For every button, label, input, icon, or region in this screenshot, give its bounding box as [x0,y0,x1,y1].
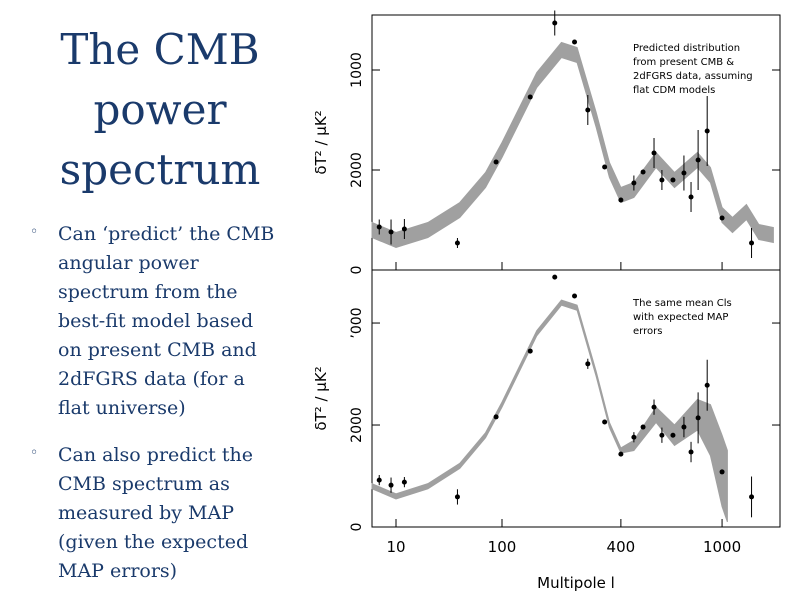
data-point [695,157,701,163]
slide-title: power [93,85,227,134]
y-tick-label: 2000 [349,407,365,443]
data-point [704,128,710,134]
data-point [602,164,608,170]
data-point [695,415,701,421]
data-point [681,170,687,176]
x-tick-label: 10 [386,538,405,556]
annotation: errors [633,326,662,337]
annotation: flat CDM models [633,85,715,96]
data-point [527,348,533,354]
slide-title: spectrum [60,145,261,194]
x-tick-label: 100 [488,538,517,556]
data-point [388,482,394,488]
x-axis-label: Multipole l [537,574,615,592]
data-point [749,494,755,500]
bullet-text: measured by MAP [58,502,234,524]
annotation: 2dFGRS data, assuming [633,71,753,82]
bullet-text: Can ‘predict’ the CMB [58,223,274,245]
data-point [618,197,624,203]
y-tick-label: 0 [349,523,365,532]
data-point [493,414,499,420]
data-point [572,293,578,299]
data-point [401,479,407,485]
data-point [376,224,382,230]
annotation: from present CMB & [633,57,734,68]
data-point [454,494,460,500]
slide-title: The CMB [60,25,259,74]
data-point [388,229,394,235]
data-point [659,432,665,438]
data-point [640,169,646,175]
data-point [719,469,725,475]
plot-frame [371,269,781,528]
bullet-text: 2dFGRS data (for a [58,368,245,390]
data-point [688,449,694,455]
data-point [670,432,676,438]
data-point [640,424,646,430]
data-point [631,434,637,440]
y-tick-label: 0 [349,266,365,275]
y-tick-label: 1000 [349,52,365,88]
data-point [585,361,591,367]
data-point [704,382,710,388]
annotation: Predicted distribution [633,43,740,54]
data-point [719,215,725,221]
data-point [572,39,578,45]
slide-text: The CMB power spectrum ◦ Can ‘predict’ the C… [30,25,274,582]
x-tick-label: 1000 [703,538,741,556]
bullet-text: on present CMB and [58,339,257,361]
bullet-text: CMB spectrum as [58,473,230,495]
data-point [527,94,533,100]
bullet-text: MAP errors) [58,560,177,582]
data-point [688,194,694,200]
bullet-text: flat universe) [58,397,186,419]
annotation: with expected MAP [633,312,728,323]
annotation: The same mean Cls [632,298,732,309]
bullet-text: best-fit model based [58,310,253,332]
y-axis-label: δT² / μK² [312,110,330,174]
data-point [681,424,687,430]
model-band [371,41,774,249]
data-point [552,20,558,26]
y-axis-label: δT² / μK² [312,366,330,430]
data-point [670,177,676,183]
data-point [602,419,608,425]
data-point [493,159,499,165]
data-point [651,150,657,156]
data-point [651,404,657,410]
bullet-marker: ◦ [30,224,38,240]
data-point [454,240,460,246]
bullet-text: (given the expected [58,531,248,553]
data-point [618,451,624,457]
data-point [585,107,591,113]
y-tick-label: 2000 [349,152,365,188]
data-point [659,177,665,183]
data-point [401,226,407,232]
y-tick-label: ’000 [349,307,365,338]
model-band [371,299,728,523]
data-point [631,180,637,186]
x-tick-label: 400 [607,538,636,556]
bullet-marker: ◦ [30,445,38,461]
data-point [749,240,755,246]
bullet-text: spectrum from the [58,281,238,303]
bullet-text: Can also predict the [58,444,253,466]
bullet-text: angular power [58,252,200,274]
data-point [552,274,558,280]
data-point [376,477,382,483]
